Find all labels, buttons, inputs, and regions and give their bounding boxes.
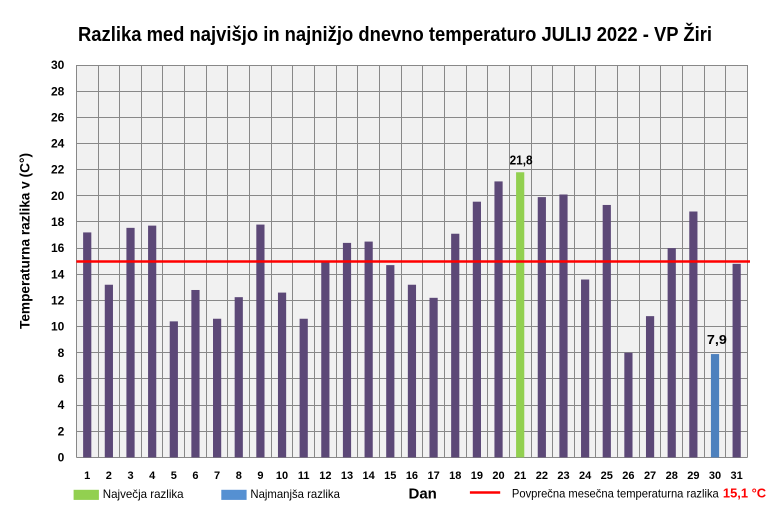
- svg-text:9: 9: [257, 470, 263, 482]
- svg-text:11: 11: [298, 470, 310, 482]
- svg-text:16: 16: [406, 470, 418, 482]
- svg-text:Najmanjša razlika: Najmanjša razlika: [250, 487, 340, 501]
- svg-text:26: 26: [51, 110, 65, 124]
- svg-text:23: 23: [557, 470, 569, 482]
- svg-text:4: 4: [149, 470, 156, 482]
- svg-text:28: 28: [666, 470, 678, 482]
- svg-text:10: 10: [51, 320, 65, 334]
- svg-text:8: 8: [236, 470, 242, 482]
- svg-text:26: 26: [622, 470, 634, 482]
- svg-text:12: 12: [319, 470, 331, 482]
- svg-text:20: 20: [51, 189, 65, 203]
- svg-text:8: 8: [58, 346, 65, 360]
- svg-text:12: 12: [51, 294, 65, 308]
- svg-text:19: 19: [471, 470, 483, 482]
- svg-text:27: 27: [644, 470, 656, 482]
- svg-text:15: 15: [384, 470, 396, 482]
- svg-text:20: 20: [492, 470, 504, 482]
- svg-text:21: 21: [514, 470, 526, 482]
- svg-text:2: 2: [106, 470, 112, 482]
- svg-text:1: 1: [84, 470, 90, 482]
- svg-text:22: 22: [51, 163, 65, 177]
- svg-text:0: 0: [58, 451, 65, 465]
- svg-text:Največja razlika: Največja razlika: [103, 487, 184, 501]
- svg-text:31: 31: [731, 470, 743, 482]
- svg-text:3: 3: [127, 470, 133, 482]
- svg-text:24: 24: [579, 470, 592, 482]
- svg-text:7: 7: [214, 470, 220, 482]
- svg-text:17: 17: [427, 470, 439, 482]
- svg-text:30: 30: [51, 58, 65, 72]
- svg-text:29: 29: [687, 470, 699, 482]
- svg-text:25: 25: [601, 470, 613, 482]
- svg-text:18: 18: [51, 215, 65, 229]
- svg-text:14: 14: [363, 470, 376, 482]
- svg-text:30: 30: [709, 470, 721, 482]
- svg-text:16: 16: [51, 241, 65, 255]
- svg-text:6: 6: [58, 372, 65, 386]
- svg-text:21,8: 21,8: [510, 154, 533, 168]
- svg-text:Povprečna mesečna temperaturna: Povprečna mesečna temperaturna razlika: [512, 487, 719, 501]
- svg-text:7,9: 7,9: [707, 333, 727, 347]
- svg-text:6: 6: [192, 470, 198, 482]
- svg-text:4: 4: [58, 398, 65, 412]
- svg-text:Dan: Dan: [409, 485, 437, 502]
- svg-text:13: 13: [341, 470, 353, 482]
- svg-text:10: 10: [276, 470, 288, 482]
- svg-text:5: 5: [171, 470, 177, 482]
- svg-text:Temperaturna razlika v (C°): Temperaturna razlika v (C°): [17, 153, 33, 329]
- svg-text:Razlika med najvišjo in najniž: Razlika med najvišjo in najnižjo dnevno …: [78, 22, 712, 46]
- svg-text:2: 2: [58, 424, 65, 438]
- svg-text:18: 18: [449, 470, 461, 482]
- svg-text:15,1 °C: 15,1 °C: [723, 486, 767, 501]
- svg-text:28: 28: [51, 84, 65, 98]
- svg-text:24: 24: [51, 137, 65, 151]
- svg-text:14: 14: [51, 267, 65, 281]
- svg-text:22: 22: [536, 470, 548, 482]
